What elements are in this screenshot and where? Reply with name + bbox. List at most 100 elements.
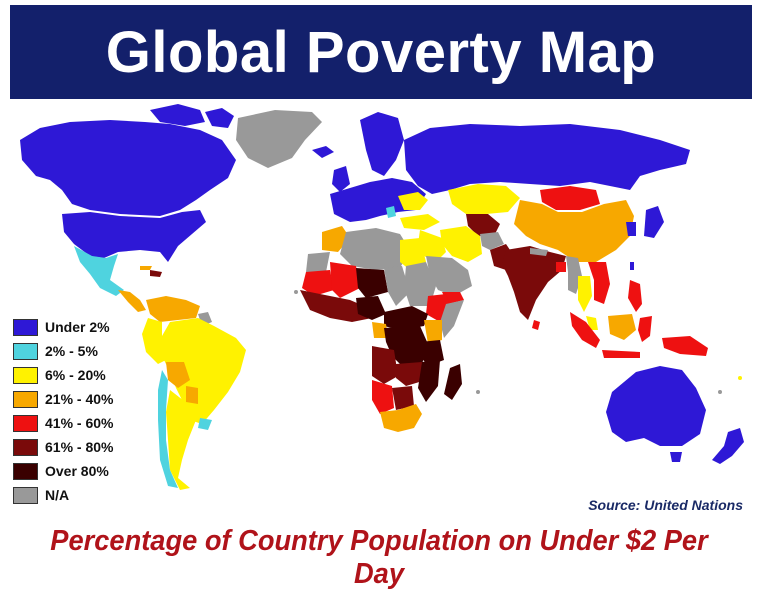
region-tanzania	[420, 340, 444, 366]
region-nepal	[530, 248, 548, 256]
island-dot	[718, 390, 722, 394]
legend-swatch	[13, 438, 38, 456]
region-canada	[20, 120, 236, 216]
region-ukraine	[398, 192, 428, 210]
region-taiwan	[630, 262, 634, 270]
legend-swatch	[13, 342, 38, 360]
legend-item: 41% - 60%	[13, 411, 113, 435]
region-west-coast	[300, 290, 372, 322]
region-sulawesi	[638, 316, 652, 342]
region-caribbean	[150, 270, 162, 277]
region-argentina	[166, 390, 196, 490]
legend-swatch	[13, 486, 38, 504]
island-dot	[476, 390, 480, 394]
region-nigeria	[356, 296, 386, 320]
region-kazakhstan	[448, 184, 520, 214]
legend-swatch	[13, 390, 38, 408]
legend-item: 2% - 5%	[13, 339, 113, 363]
region-south-africa	[380, 404, 422, 432]
region-scandinavia	[360, 112, 404, 176]
region-sumatra	[570, 312, 600, 348]
region-middle-east	[418, 230, 446, 262]
region-gabon-congo	[372, 322, 388, 338]
legend-label: Over 80%	[45, 463, 109, 479]
region-western-sahara	[306, 252, 330, 272]
legend-item: 61% - 80%	[13, 435, 113, 459]
region-caribbean-2	[140, 266, 152, 270]
world-map	[20, 104, 744, 490]
region-greenland	[236, 110, 322, 168]
legend-label: Under 2%	[45, 319, 110, 335]
legend-label: 6% - 20%	[45, 367, 106, 383]
legend-label: 2% - 5%	[45, 343, 98, 359]
title-banner: Global Poverty Map	[10, 5, 752, 99]
region-china	[514, 200, 634, 262]
region-bangladesh	[556, 262, 566, 272]
region-kenya	[424, 320, 442, 344]
legend-swatch	[13, 414, 38, 432]
region-botswana	[392, 386, 414, 410]
source-credit: Source: United Nations	[588, 497, 743, 513]
region-russia	[404, 124, 690, 194]
region-new-zealand	[712, 428, 744, 464]
region-madagascar	[444, 364, 462, 400]
region-philippines	[628, 280, 642, 312]
legend-item: N/A	[13, 483, 113, 507]
region-somalia	[440, 300, 464, 338]
island-dot	[294, 290, 298, 294]
region-india	[502, 246, 566, 320]
region-java	[602, 350, 640, 358]
region-algeria-libya	[340, 228, 410, 270]
legend-item: 21% - 40%	[13, 387, 113, 411]
region-europe	[330, 178, 426, 222]
legend-label: 61% - 80%	[45, 439, 114, 455]
region-brazil	[160, 318, 246, 424]
region-paraguay	[186, 386, 198, 404]
region-usa	[62, 210, 206, 262]
region-mozambique	[418, 360, 440, 402]
region-japan	[644, 206, 664, 238]
legend: Under 2% 2% - 5% 6% - 20% 21% - 40% 41% …	[13, 315, 113, 507]
region-australia	[606, 366, 706, 446]
region-angola	[372, 346, 398, 384]
region-saudi	[426, 256, 472, 296]
region-uk	[332, 166, 350, 192]
legend-label: N/A	[45, 487, 70, 503]
legend-item: Over 80%	[13, 459, 113, 483]
region-afghanistan	[480, 232, 504, 250]
region-bolivia	[166, 362, 190, 388]
legend-label: 21% - 40%	[45, 391, 114, 407]
region-mongolia	[540, 186, 600, 210]
region-chile	[158, 370, 178, 488]
island-dot	[738, 376, 742, 380]
legend-swatch	[13, 462, 38, 480]
region-central-africa	[384, 306, 428, 330]
region-namibia	[372, 380, 394, 414]
region-mali	[330, 262, 360, 298]
region-balkans	[386, 206, 396, 218]
region-iran	[440, 226, 482, 262]
region-zambia	[396, 362, 426, 386]
region-new-guinea	[662, 336, 708, 356]
region-egypt	[400, 238, 426, 270]
legend-item: Under 2%	[13, 315, 113, 339]
region-arctic-islands	[150, 104, 205, 126]
legend-item: 6% - 20%	[13, 363, 113, 387]
region-uruguay	[198, 418, 212, 430]
region-central-asia	[466, 214, 500, 236]
region-thailand	[578, 276, 592, 312]
region-sudan	[404, 262, 436, 306]
legend-swatch	[13, 318, 38, 336]
region-borneo	[608, 314, 636, 340]
region-tasmania	[670, 452, 682, 462]
region-colombia-venezuela	[146, 296, 200, 322]
region-peru	[142, 318, 166, 364]
region-chad	[384, 266, 410, 306]
region-mauritania	[302, 270, 334, 296]
legend-swatch	[13, 366, 38, 384]
region-sri-lanka	[532, 320, 540, 330]
region-korea	[626, 222, 636, 236]
region-iceland	[312, 146, 334, 158]
page-title: Global Poverty Map	[105, 19, 657, 85]
region-indochina	[588, 262, 610, 304]
